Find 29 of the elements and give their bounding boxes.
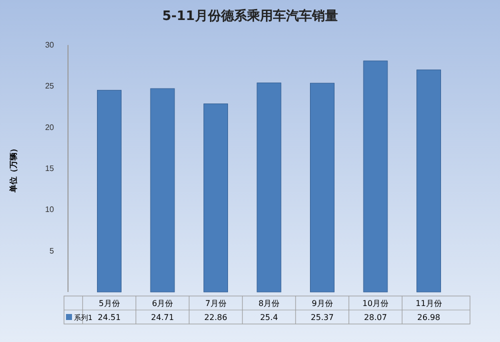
x-tick-label: 11月份 — [416, 299, 442, 308]
y-tick-label: 5 — [50, 246, 55, 256]
y-axis-title: 单位（万辆） — [9, 144, 18, 194]
x-tick-label: 6月份 — [152, 299, 174, 308]
data-label: 24.71 — [151, 313, 174, 322]
data-label: 25.4 — [260, 313, 278, 322]
data-label: 25.37 — [310, 313, 334, 322]
bar — [204, 104, 228, 292]
x-tick-label: 5月份 — [98, 299, 120, 308]
data-label: 24.51 — [98, 313, 121, 322]
y-tick-label: 20 — [45, 122, 55, 132]
y-tick-label: 25 — [45, 82, 55, 91]
bar — [97, 90, 122, 292]
bar — [363, 60, 388, 292]
y-tick-label: 15 — [45, 164, 55, 174]
y-tick-label: 30 — [45, 40, 55, 50]
bar — [416, 70, 441, 292]
data-label: 26.98 — [417, 313, 440, 322]
x-tick-label: 10月份 — [362, 299, 389, 308]
x-tick-label: 9月份 — [312, 299, 333, 308]
data-label: 22.86 — [204, 313, 228, 322]
x-tick-label: 7月份 — [205, 299, 226, 308]
bar — [310, 82, 334, 292]
bar — [256, 82, 282, 292]
chart-title: 5-11月份德系乘用车汽车销量 — [162, 8, 338, 24]
data-label: 28.07 — [364, 313, 387, 322]
y-tick-label: 10 — [45, 205, 55, 214]
x-tick-label: 8月份 — [258, 299, 280, 308]
bar — [150, 88, 175, 292]
